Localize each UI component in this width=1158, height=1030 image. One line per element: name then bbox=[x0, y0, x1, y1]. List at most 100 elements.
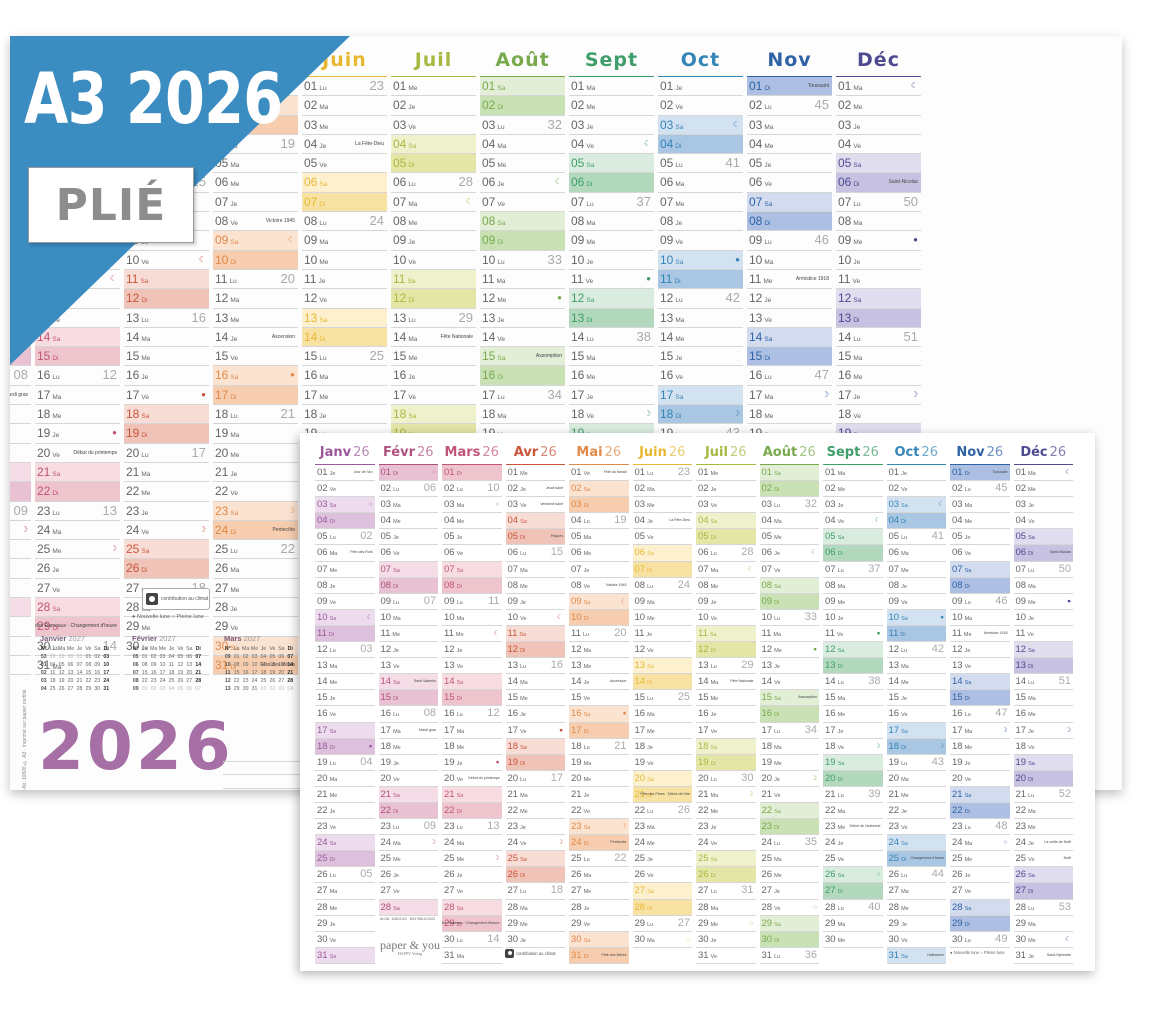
day-row[interactable]: 03 Je bbox=[823, 497, 883, 514]
day-row[interactable]: 15 Lu 25 bbox=[632, 690, 692, 707]
day-row[interactable]: 18 Di ☽ bbox=[886, 738, 946, 755]
day-row[interactable]: 07 Lu 50 bbox=[836, 193, 921, 213]
day-row[interactable]: 02 Ve bbox=[886, 481, 946, 498]
day-row[interactable]: 31 Ma bbox=[35, 656, 120, 676]
day-row[interactable]: 10 Ve bbox=[391, 251, 476, 270]
day-row[interactable]: 11 Je bbox=[302, 270, 387, 290]
day-row[interactable]: 08 Ve Victoire 1945 bbox=[213, 212, 298, 232]
day-row[interactable]: 18 Lu 21 bbox=[213, 405, 298, 425]
day-row[interactable]: 06 Lu 28 bbox=[696, 545, 756, 562]
day-row[interactable]: 14 Lu 51 bbox=[836, 328, 921, 348]
day-row[interactable]: 06 Sa bbox=[632, 545, 692, 562]
day-row[interactable]: 14 Ve bbox=[759, 674, 819, 691]
day-row[interactable]: 23 Sa ☽ bbox=[213, 501, 298, 521]
day-row[interactable]: 15 Je bbox=[315, 690, 375, 707]
day-row[interactable]: 10 Je bbox=[1013, 610, 1073, 626]
day-row[interactable]: 11 Di bbox=[886, 625, 946, 643]
day-row[interactable]: 13 Di bbox=[1013, 658, 1073, 675]
day-row[interactable]: 09 Ve bbox=[315, 594, 375, 610]
day-row[interactable]: 07 Ma ☾ bbox=[391, 193, 476, 213]
day-row[interactable]: 11 Me Armistice 1918 bbox=[747, 270, 832, 290]
day-row[interactable]: 13 Di bbox=[836, 308, 921, 328]
day-row[interactable]: 11 Ve ● bbox=[569, 270, 654, 290]
day-row[interactable]: 17 Ve ● bbox=[124, 386, 209, 406]
day-row[interactable]: 14 Ve bbox=[480, 328, 565, 348]
day-row[interactable]: 06 Ma bbox=[658, 173, 743, 193]
day-row[interactable]: 08 Ma bbox=[569, 212, 654, 232]
day-row[interactable]: 17 Di bbox=[569, 722, 629, 739]
day-row[interactable]: 21 Je bbox=[213, 463, 298, 483]
day-row[interactable]: 19 Je ● bbox=[35, 424, 120, 444]
day-row[interactable]: 04 Ve bbox=[1013, 513, 1073, 530]
day-row[interactable]: 16 Ve bbox=[315, 706, 375, 723]
day-row[interactable]: 11 Ma bbox=[480, 270, 565, 290]
day-row[interactable]: 15 Ma bbox=[823, 690, 883, 707]
day-row[interactable]: 16 Me bbox=[836, 366, 921, 386]
day-row[interactable]: 15 Me bbox=[391, 347, 476, 367]
day-row[interactable]: 15 Ma bbox=[1013, 690, 1073, 707]
day-row[interactable]: 22 Ve bbox=[569, 803, 629, 820]
day-row[interactable]: 10 Sa ☾ bbox=[315, 609, 375, 626]
day-row[interactable]: 16 Ve bbox=[658, 366, 743, 386]
day-row[interactable]: 13 Me bbox=[569, 658, 629, 675]
day-row[interactable]: 09 Me ● bbox=[1013, 594, 1073, 610]
day-row[interactable]: 07 Ve bbox=[759, 562, 819, 578]
day-row[interactable]: 16 Lu 12 bbox=[35, 366, 120, 386]
day-row[interactable]: 24 Di Pentecôte bbox=[213, 520, 298, 541]
day-row[interactable]: 17 Sa bbox=[886, 722, 946, 739]
day-row[interactable]: 08 Sa bbox=[759, 577, 819, 594]
day-row[interactable]: 14 Sa bbox=[442, 674, 502, 691]
day-row[interactable]: 09 Me ● bbox=[836, 231, 921, 251]
day-row[interactable]: 03 Lu 32 bbox=[759, 497, 819, 514]
day-row[interactable]: 06 Di bbox=[569, 173, 654, 193]
day-row[interactable]: 09 Ma bbox=[632, 594, 692, 610]
day-row[interactable]: 11 Di bbox=[315, 625, 375, 643]
day-row[interactable]: 17 Lu 34 bbox=[759, 723, 819, 739]
day-row[interactable]: 07 Ve bbox=[480, 193, 565, 213]
day-row[interactable]: 10 Sa ● bbox=[886, 609, 946, 626]
day-row[interactable]: 08 Lu 24 bbox=[632, 578, 692, 594]
day-row[interactable]: 07 Je bbox=[569, 562, 629, 578]
day-row[interactable]: 16 Je bbox=[696, 706, 756, 723]
day-row[interactable]: 29 Ve bbox=[213, 617, 298, 637]
day-row[interactable]: 11 Sa bbox=[124, 269, 209, 290]
day-row[interactable]: 08 Lu 24 bbox=[302, 212, 387, 232]
day-row[interactable]: 14 Ma Fête Nationale bbox=[391, 328, 476, 348]
day-row[interactable]: 06 Ma Fête des Rois bbox=[315, 545, 375, 562]
day-row[interactable]: 11 Ve ● bbox=[823, 626, 883, 643]
day-row[interactable]: 01 Ma bbox=[569, 77, 654, 97]
day-row[interactable]: 01 Sa bbox=[759, 465, 819, 482]
day-row[interactable]: 07 Di bbox=[302, 192, 387, 213]
day-row[interactable]: 01 Je bbox=[886, 465, 946, 482]
